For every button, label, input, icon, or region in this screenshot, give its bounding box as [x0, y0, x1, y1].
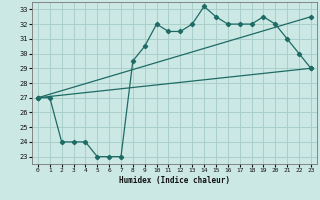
X-axis label: Humidex (Indice chaleur): Humidex (Indice chaleur)	[119, 176, 230, 185]
